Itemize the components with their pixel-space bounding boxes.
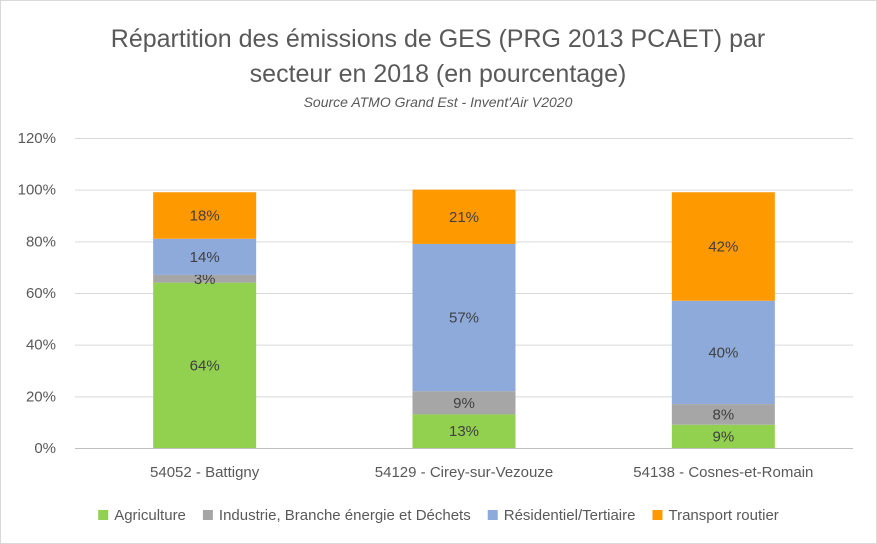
bar-segment [671,300,775,405]
y-tick-label: 60% [26,285,56,302]
legend-item: Résidentiel/Tertiaire [487,507,636,524]
data-label: 9% [453,395,475,412]
bar-segment [153,274,257,283]
x-tick-label: 54138 - Cosnes-et-Romain [633,464,813,481]
data-label: 9% [712,428,734,445]
legend-item: Agriculture [98,507,186,524]
legend-item: Industrie, Branche énergie et Déchets [202,507,471,524]
legend-swatch [652,510,663,520]
chart-subtitle: Source ATMO Grand Est - Invent'Air V2020 [304,94,573,110]
legend-swatch [487,510,498,520]
data-label: 18% [190,208,220,225]
legend-label: Transport routier [668,507,778,524]
legend-item: Transport routier [652,507,779,524]
bar-segment [671,404,775,425]
y-tick-label: 40% [26,337,56,354]
legend-swatch [202,510,213,520]
x-tick-label: 54129 - Cirey-sur-Vezouze [375,464,553,481]
chart-title-line-2: secteur en 2018 (en pourcentage) [250,60,627,88]
legend-label: Résidentiel/Tertiaire [504,507,636,524]
bar-segment [412,243,516,392]
bar-segment [412,189,516,244]
data-label: 64% [190,357,220,374]
legend: Agriculture Industrie, Branche énergie et… [98,507,779,524]
y-tick-label: 20% [26,388,56,405]
data-label: 3% [194,271,216,288]
data-label: 42% [708,239,738,256]
bar-segment [153,282,257,448]
legend-label: Agriculture [114,507,186,524]
y-tick-label: 100% [18,182,56,199]
data-label: 8% [712,406,734,423]
y-tick-label: 80% [26,233,56,250]
data-label: 14% [190,249,220,266]
y-tick-label: 120% [18,130,56,147]
data-label: 40% [708,344,738,361]
bar-segment [671,424,775,448]
x-axis-tick-labels: 54052 - Battigny 54129 - Cirey-sur-Vezouz… [150,464,813,481]
data-label: 57% [449,310,479,327]
x-tick-label: 54052 - Battigny [150,464,260,481]
bar-segment [153,238,257,275]
bar-segment [671,192,775,301]
bar-segment [412,391,516,415]
data-label: 13% [449,423,479,440]
bar-segment [412,414,516,448]
bars: 64% 3% 14% 18% 13% 9% 57% 21% 9% 8% 40% 42% [153,189,775,448]
legend-swatch [98,510,109,520]
bar-segment [153,192,257,239]
y-axis-tick-labels: 0% 20% 40% 60% 80% 100% 120% [18,130,56,457]
legend-label: Industrie, Branche énergie et Déchets [219,507,471,524]
y-tick-label: 0% [34,440,56,457]
chart-title-line-1: Répartition des émissions de GES (PRG 20… [111,25,765,53]
data-label: 21% [449,209,479,226]
